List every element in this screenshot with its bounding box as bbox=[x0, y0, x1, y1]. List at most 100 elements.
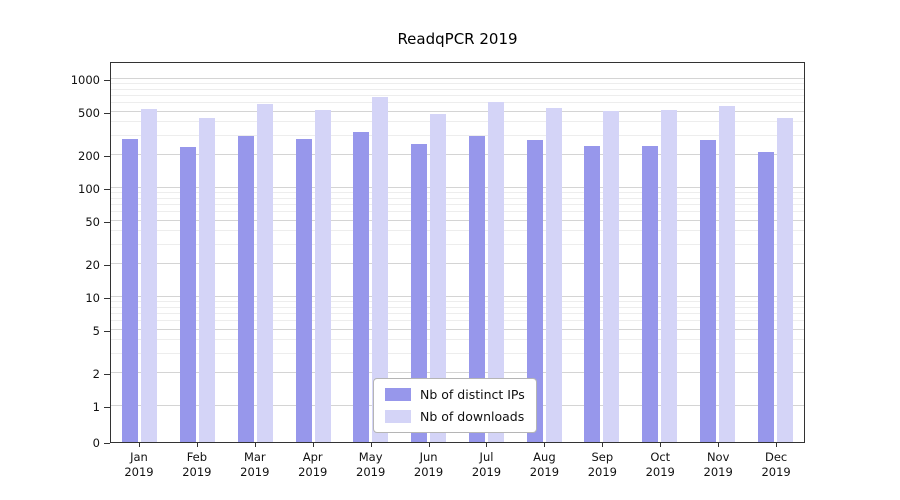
bar-distinct-ips-jun bbox=[411, 143, 428, 442]
chart-title: ReadqPCR 2019 bbox=[397, 30, 518, 48]
x-tick-label-jul: Jul 2019 bbox=[458, 450, 516, 480]
gridline-major bbox=[111, 154, 804, 156]
x-tick-month: Feb bbox=[186, 450, 208, 464]
x-tick-year: 2019 bbox=[703, 465, 733, 479]
bar-downloads-jun bbox=[430, 113, 447, 442]
gridline-minor bbox=[111, 102, 804, 104]
legend-item-downloads: Nb of downloads bbox=[385, 409, 525, 424]
legend-label-distinct-ips: Nb of distinct IPs bbox=[420, 387, 525, 402]
bar-group-feb bbox=[169, 63, 227, 442]
bar-downloads-nov bbox=[718, 106, 735, 442]
x-tick-label-oct: Oct 2019 bbox=[631, 450, 689, 480]
bar-distinct-ips-dec bbox=[757, 151, 774, 442]
x-tick-mark bbox=[660, 443, 662, 447]
y-tick-mark bbox=[104, 298, 110, 299]
x-tick-month: Mar bbox=[243, 450, 266, 464]
y-tick-mark bbox=[104, 265, 110, 267]
x-tick-label-aug: Aug 2019 bbox=[515, 450, 573, 480]
x-tick-label-jan: Jan 2019 bbox=[110, 450, 168, 480]
x-tick-label-may: May 2019 bbox=[342, 450, 400, 480]
gridline-minor bbox=[111, 135, 804, 136]
y-tick-label-1000: 1000 bbox=[70, 73, 100, 87]
x-tick-month: Jan bbox=[130, 450, 148, 464]
bar-downloads-feb bbox=[199, 117, 216, 442]
y-tick-label-200: 200 bbox=[78, 149, 100, 164]
x-tick-year: 2019 bbox=[529, 465, 560, 479]
bar-downloads-dec bbox=[776, 117, 793, 442]
x-tick-label-jun: Jun 2019 bbox=[400, 450, 458, 480]
gridline-minor bbox=[111, 301, 804, 302]
bar-group-dec bbox=[746, 63, 804, 442]
x-tick-year: 2019 bbox=[471, 465, 502, 479]
gridline-major bbox=[111, 328, 804, 330]
x-tick-label-mar: Mar 2019 bbox=[226, 450, 284, 480]
bar-distinct-ips-mar bbox=[237, 136, 254, 442]
bar-downloads-jan bbox=[141, 109, 158, 442]
y-tick-label-0: 0 bbox=[92, 436, 100, 450]
y-tick-label-1: 1 bbox=[92, 400, 100, 414]
x-tick-mark bbox=[602, 443, 604, 447]
bar-group-oct bbox=[631, 63, 689, 442]
gridline-minor bbox=[111, 88, 804, 90]
x-tick-mark bbox=[370, 443, 372, 447]
x-tick-month: Dec bbox=[764, 450, 788, 464]
x-tick-month: Aug bbox=[533, 450, 556, 464]
x-tick-label-apr: Apr 2019 bbox=[284, 450, 342, 480]
plot-area: Nb of distinct IPs Nb of downloads bbox=[110, 62, 805, 443]
x-tick-year: 2019 bbox=[587, 465, 617, 479]
bar-downloads-jul bbox=[487, 101, 504, 442]
legend-swatch-downloads bbox=[385, 410, 411, 423]
gridline-minor bbox=[111, 197, 804, 199]
gridline-minor bbox=[111, 339, 804, 341]
bar-distinct-ips-may bbox=[353, 131, 370, 442]
gridline-major bbox=[111, 296, 804, 297]
bar-group-nov bbox=[689, 63, 747, 442]
x-tick-mark bbox=[486, 443, 488, 447]
x-tick-mark bbox=[776, 443, 778, 447]
gridline-minor bbox=[111, 244, 804, 245]
x-tick-month: May bbox=[358, 450, 383, 464]
gridline-minor bbox=[111, 312, 804, 314]
x-tick-month: Jun bbox=[419, 450, 438, 464]
y-tick-label-2: 2 bbox=[92, 367, 100, 382]
y-tick-label-10: 10 bbox=[85, 291, 100, 305]
x-tick-mark bbox=[254, 443, 256, 447]
gridline-minor bbox=[111, 306, 804, 308]
legend-swatch-distinct-ips bbox=[385, 388, 411, 401]
bars-container bbox=[111, 63, 804, 442]
bar-downloads-sep bbox=[603, 111, 620, 442]
gridline-minor bbox=[111, 211, 804, 213]
y-tick-mark bbox=[104, 221, 110, 223]
y-tick-mark bbox=[104, 156, 110, 158]
gridline-minor bbox=[111, 192, 804, 193]
y-tick-mark bbox=[104, 443, 110, 444]
x-tick-year: 2019 bbox=[413, 465, 444, 479]
bar-group-mar bbox=[227, 63, 285, 442]
bar-distinct-ips-oct bbox=[642, 145, 659, 442]
x-tick-year: 2019 bbox=[124, 465, 154, 479]
bar-downloads-mar bbox=[256, 104, 273, 442]
bar-downloads-apr bbox=[314, 110, 331, 442]
gridline-major bbox=[111, 110, 804, 112]
y-tick-mark bbox=[104, 330, 110, 332]
bar-group-aug bbox=[515, 63, 573, 442]
x-tick-mark bbox=[312, 443, 314, 447]
gridline-minor bbox=[111, 230, 804, 232]
x-tick-label-sep: Sep 2019 bbox=[573, 450, 631, 480]
bar-distinct-ips-jan bbox=[122, 139, 139, 442]
x-tick-month: Sep bbox=[591, 450, 614, 464]
gridline-major bbox=[111, 263, 804, 265]
gridline-major bbox=[111, 187, 804, 188]
gridline-minor bbox=[111, 203, 804, 205]
gridline-major bbox=[111, 372, 804, 374]
y-tick-mark bbox=[104, 80, 110, 81]
x-tick-month: Apr bbox=[302, 450, 323, 464]
bar-group-jul bbox=[458, 63, 516, 442]
bar-group-jan bbox=[111, 63, 169, 442]
bar-distinct-ips-feb bbox=[180, 146, 197, 442]
x-tick-year: 2019 bbox=[645, 465, 675, 479]
bar-group-jun bbox=[400, 63, 458, 442]
x-tick-month: Oct bbox=[650, 450, 671, 464]
gridline-minor bbox=[111, 83, 804, 84]
